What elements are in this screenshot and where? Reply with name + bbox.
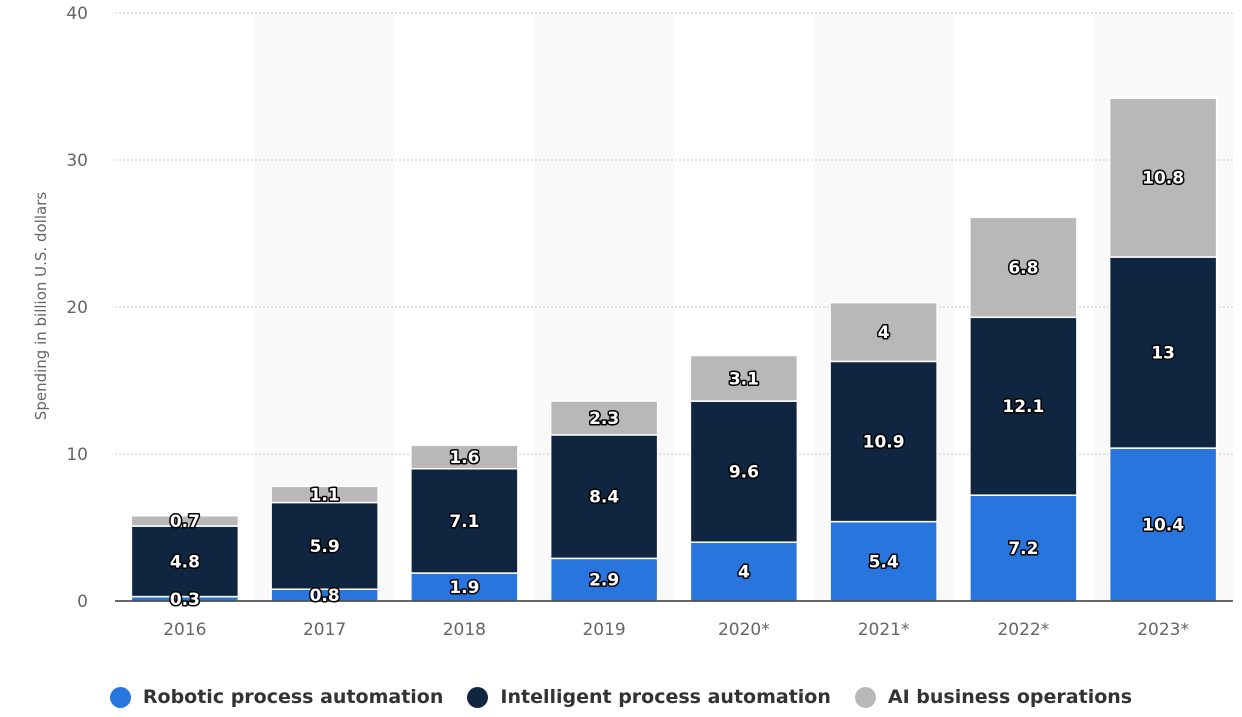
data-label: 4	[738, 563, 750, 583]
data-label: 8.4	[589, 488, 619, 508]
x-tick-label: 2023*	[1137, 620, 1189, 640]
legend-label: Robotic process automation	[142, 686, 444, 708]
y-tick-label: 20	[66, 298, 88, 318]
legend-item[interactable]: Robotic process automation	[109, 686, 444, 708]
bar-segment[interactable]	[410, 467, 519, 574]
data-label: 13	[1151, 344, 1175, 364]
bar-segment[interactable]	[969, 216, 1078, 319]
legend-swatch	[854, 686, 876, 708]
data-labels: 0.3 4.8 0.7 0.8 5.9 1.1 1.9 7.1 1.6 2.9 8.4 2.3 4 9.6…	[168, 167, 1185, 611]
bar-segment[interactable]	[410, 572, 519, 602]
bar-segment[interactable]	[270, 501, 379, 590]
bar-segment[interactable]	[689, 400, 799, 543]
bar-segment[interactable]	[829, 301, 938, 363]
bar-segment[interactable]	[1108, 97, 1218, 258]
legend-swatch	[467, 686, 489, 708]
data-label: 9.6	[729, 463, 759, 483]
legend-label: Intelligent process automation	[500, 686, 831, 708]
x-tick-labels: 2016 2017 2018 2019 2020* 2021* 2022* 2023*	[163, 620, 1189, 640]
bar-segment[interactable]	[410, 444, 519, 470]
legend-item[interactable]: Intelligent process automation	[467, 686, 831, 708]
stacked-bar-chart: 0 10 20 30 40 Spending in billion U.S. dolla…	[32, 4, 1233, 640]
data-label: 3.1	[729, 369, 759, 389]
data-label: 2.3	[589, 409, 619, 429]
x-tick-label: 2019	[582, 620, 625, 640]
data-label: 0.3	[170, 590, 200, 610]
bar-segment[interactable]	[549, 434, 659, 560]
data-label: 0.8	[310, 586, 340, 606]
bar-segment[interactable]	[270, 485, 379, 504]
data-label: 12.1	[1002, 397, 1044, 417]
bar-segment[interactable]	[689, 354, 799, 402]
bars	[130, 97, 1218, 602]
x-tick-label: 2017	[303, 620, 346, 640]
y-tick-label: 10	[66, 445, 88, 465]
bar-segment[interactable]	[130, 514, 240, 527]
y-tick-labels: 0 10 20 30 40	[66, 4, 88, 612]
bar-segment[interactable]	[1108, 256, 1218, 449]
data-label: 10.8	[1142, 169, 1184, 189]
x-tick-label: 2022*	[997, 620, 1049, 640]
data-label: 7.2	[1008, 539, 1038, 559]
bar-segment[interactable]	[549, 400, 659, 436]
x-tick-label: 2016	[163, 620, 206, 640]
x-tick-label: 2020*	[718, 620, 770, 640]
x-tick-label: 2021*	[858, 620, 910, 640]
bar-segment[interactable]	[1108, 447, 1218, 602]
data-label: 1.6	[449, 448, 479, 468]
legend-label: AI business operations	[887, 686, 1133, 708]
data-label: 5.9	[310, 537, 340, 557]
y-axis-title: Spending in billion U.S. dollars	[32, 192, 50, 421]
legend-swatch	[109, 686, 131, 708]
y-tick-label: 40	[66, 4, 88, 24]
data-label: 7.1	[449, 512, 479, 532]
y-tick-label: 30	[66, 151, 88, 171]
data-label: 1.9	[449, 578, 479, 598]
data-label: 6.8	[1008, 258, 1038, 278]
data-label: 10.9	[863, 433, 905, 453]
data-label: 10.4	[1142, 516, 1184, 536]
data-label: 0.7	[170, 512, 200, 532]
data-label: 5.4	[869, 552, 899, 572]
legend: Robotic process automation Intelligent pr…	[0, 686, 1242, 708]
legend-item[interactable]: AI business operations	[854, 686, 1133, 708]
x-tick-label: 2018	[443, 620, 486, 640]
data-label: 4	[878, 323, 890, 343]
data-label: 1.1	[310, 485, 340, 505]
y-tick-label: 0	[77, 592, 88, 612]
data-label: 4.8	[170, 552, 200, 572]
data-label: 2.9	[589, 571, 619, 591]
